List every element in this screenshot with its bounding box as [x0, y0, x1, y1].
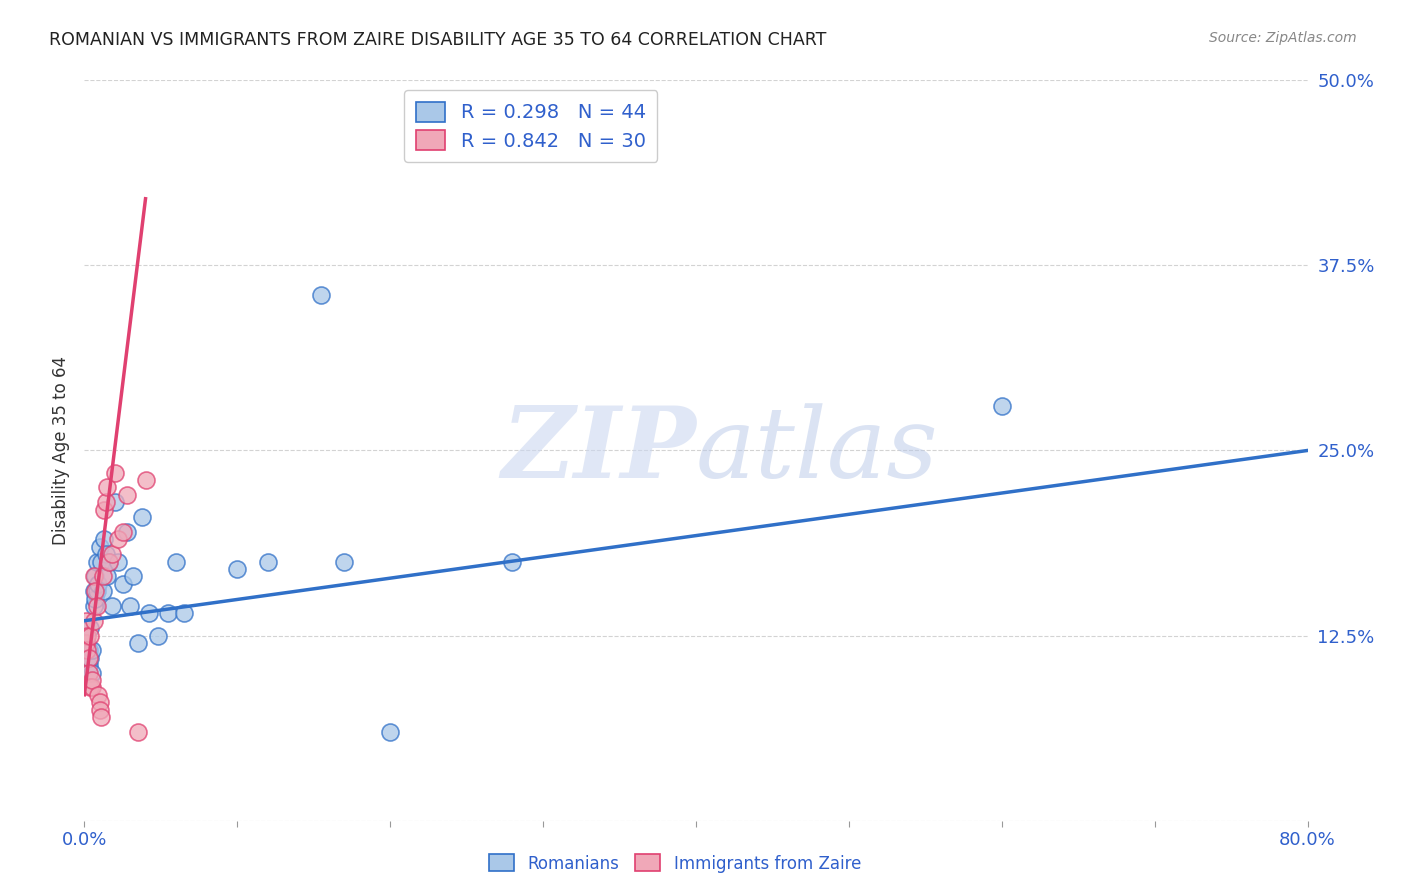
- Point: [86, 555, 108, 569]
- Point: [131, 510, 153, 524]
- Point: [333, 555, 356, 569]
- Point: [173, 607, 195, 621]
- Point: [91, 569, 114, 583]
- Point: [77, 643, 100, 657]
- Text: ZIP: ZIP: [501, 402, 696, 499]
- Point: [80, 673, 103, 687]
- Point: [165, 555, 187, 569]
- Point: [157, 607, 180, 621]
- Point: [90, 710, 112, 724]
- Point: [79, 681, 101, 695]
- Point: [111, 524, 134, 539]
- Point: [107, 533, 129, 547]
- Point: [84, 584, 107, 599]
- Point: [76, 643, 98, 657]
- Point: [84, 569, 107, 583]
- Point: [93, 502, 115, 516]
- Legend: Romanians, Immigrants from Zaire: Romanians, Immigrants from Zaire: [482, 847, 868, 880]
- Point: [111, 576, 134, 591]
- Point: [97, 555, 120, 569]
- Point: [122, 569, 145, 583]
- Y-axis label: Disability Age 35 to 64: Disability Age 35 to 64: [52, 356, 70, 545]
- Point: [83, 569, 105, 583]
- Point: [77, 650, 100, 665]
- Point: [86, 584, 108, 599]
- Point: [120, 599, 142, 613]
- Point: [80, 681, 103, 695]
- Point: [89, 703, 111, 717]
- Point: [311, 288, 333, 302]
- Point: [76, 628, 98, 642]
- Point: [127, 724, 149, 739]
- Point: [991, 399, 1014, 413]
- Point: [257, 555, 280, 569]
- Point: [101, 599, 124, 613]
- Point: [90, 555, 112, 569]
- Point: [84, 591, 107, 606]
- Point: [87, 576, 110, 591]
- Point: [75, 643, 97, 657]
- Point: [138, 607, 160, 621]
- Point: [226, 562, 249, 576]
- Point: [77, 658, 100, 673]
- Point: [104, 495, 127, 509]
- Point: [83, 599, 105, 613]
- Point: [127, 636, 149, 650]
- Point: [75, 614, 97, 628]
- Point: [76, 650, 98, 665]
- Point: [96, 569, 118, 583]
- Point: [79, 628, 101, 642]
- Text: ROMANIAN VS IMMIGRANTS FROM ZAIRE DISABILITY AGE 35 TO 64 CORRELATION CHART: ROMANIAN VS IMMIGRANTS FROM ZAIRE DISABI…: [49, 31, 827, 49]
- Point: [380, 724, 402, 739]
- Point: [87, 688, 110, 702]
- Text: Source: ZipAtlas.com: Source: ZipAtlas.com: [1209, 31, 1357, 45]
- Point: [97, 555, 120, 569]
- Point: [83, 584, 105, 599]
- Point: [79, 650, 101, 665]
- Point: [135, 473, 157, 487]
- Point: [115, 488, 138, 502]
- Point: [107, 555, 129, 569]
- Point: [94, 495, 117, 509]
- Point: [76, 636, 98, 650]
- Point: [96, 480, 118, 494]
- Point: [94, 547, 117, 561]
- Point: [502, 555, 524, 569]
- Point: [86, 599, 108, 613]
- Text: atlas: atlas: [696, 403, 939, 498]
- Point: [89, 540, 111, 554]
- Point: [115, 524, 138, 539]
- Point: [104, 466, 127, 480]
- Point: [79, 621, 101, 635]
- Point: [80, 665, 103, 680]
- Point: [101, 547, 124, 561]
- Point: [77, 665, 100, 680]
- Point: [146, 628, 169, 642]
- Point: [83, 614, 105, 628]
- Point: [75, 636, 97, 650]
- Point: [80, 643, 103, 657]
- Point: [91, 584, 114, 599]
- Point: [89, 695, 111, 709]
- Legend: R = 0.298   N = 44, R = 0.842   N = 30: R = 0.298 N = 44, R = 0.842 N = 30: [405, 90, 658, 162]
- Point: [93, 533, 115, 547]
